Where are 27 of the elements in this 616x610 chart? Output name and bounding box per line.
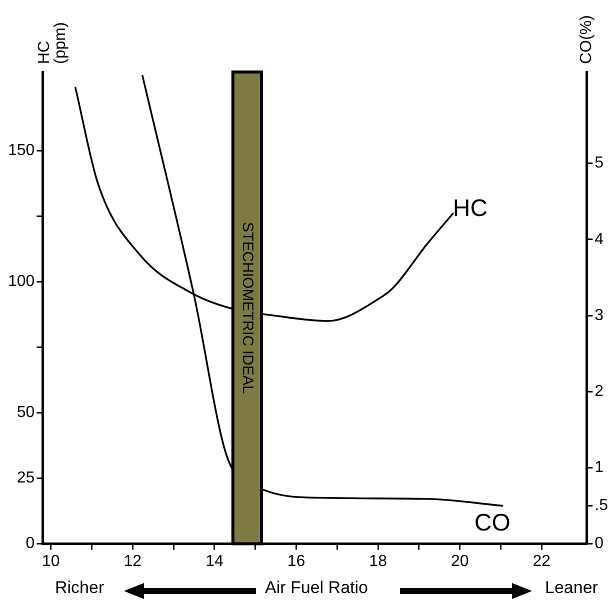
y2-tick-label: 5 [594, 154, 604, 172]
y-tick-label: 100 [8, 273, 35, 290]
x-tick-label: 10 [42, 552, 60, 570]
y2-tick-label: 2 [594, 383, 604, 400]
series-label: CO [474, 509, 510, 536]
text: Richer [55, 578, 104, 598]
y2-tick-label: 0 [594, 535, 604, 552]
y2-tick-label: 4 [594, 230, 604, 248]
y2-axis-title: CO(%) [578, 15, 596, 64]
text: Leaner [545, 578, 598, 598]
x-tick-label: 14 [206, 552, 224, 570]
x-axis-title: Air Fuel Ratio [265, 578, 368, 598]
x-tick-label: 16 [287, 552, 306, 570]
y-tick-label: 0 [26, 535, 35, 552]
y2-tick-label: .5 [594, 497, 608, 514]
x-tick-label: 22 [532, 552, 551, 570]
y-tick-label: 25 [16, 470, 35, 487]
x-tick-label: 18 [369, 552, 388, 570]
y2-tick-label: 3 [594, 306, 604, 324]
band-label: STECHIOMETRIC IDEAL [239, 222, 256, 394]
y2-tick-label: 1 [594, 459, 604, 476]
y-tick-label: 150 [8, 142, 35, 160]
y-axis-title: HC (ppm) [36, 22, 70, 64]
series-label: HC [452, 195, 488, 222]
x-tick-label: 12 [124, 552, 142, 570]
x-tick-label: 20 [450, 552, 469, 570]
y-tick-label: 50 [16, 404, 35, 422]
